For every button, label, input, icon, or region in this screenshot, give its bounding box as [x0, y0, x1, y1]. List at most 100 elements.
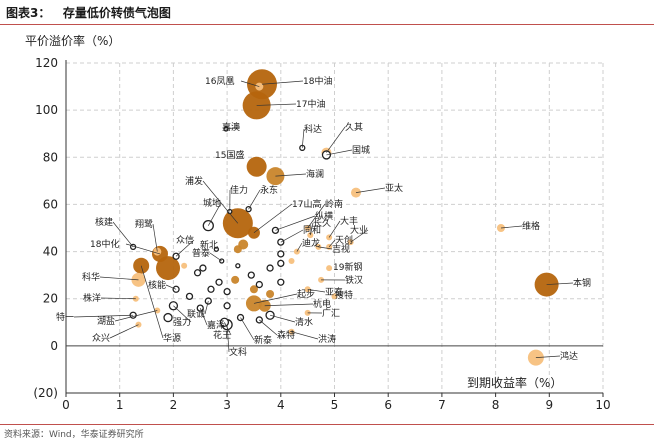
bubble-label: 本钢 — [573, 277, 591, 289]
bubble-label: 新泰 — [254, 334, 272, 346]
bubble-point — [267, 265, 273, 271]
bubble-label: 众信 — [176, 234, 194, 246]
y-tick-label: 0 — [50, 339, 58, 353]
bubble-label: 科达 — [304, 123, 322, 135]
bubble-label: 起步 — [297, 289, 315, 300]
source-note: 资料来源：Wind，华泰证券研究所 — [4, 427, 144, 440]
bubble-label: 大业 — [350, 224, 368, 236]
bubble-point — [278, 279, 284, 285]
bubble-label: 特一 — [56, 311, 74, 323]
y-tick-label: 100 — [35, 103, 58, 117]
bubble-point — [224, 303, 230, 309]
leader-line — [265, 304, 313, 306]
leader-line — [101, 298, 136, 299]
y-tick-label: 40 — [43, 245, 58, 259]
bubble-point — [181, 263, 187, 269]
y-axis-label: 平价溢价率（%） — [25, 33, 120, 48]
bubble-label: 久其 — [345, 121, 363, 133]
leader-line — [259, 320, 277, 335]
x-tick-label: 9 — [545, 398, 553, 412]
x-tick-label: 1 — [116, 398, 124, 412]
bubble-label: 浦发 — [185, 175, 203, 187]
bubble-point — [278, 260, 284, 266]
bubble-label: 17山高 — [292, 198, 321, 210]
leader-line — [210, 253, 222, 261]
x-tick-label: 8 — [492, 398, 500, 412]
x-tick-label: 5 — [331, 398, 339, 412]
bubble-point — [187, 293, 193, 299]
leader-line — [281, 230, 303, 242]
bubble-label: 核能 — [148, 279, 166, 291]
bubble-point — [234, 245, 242, 253]
bubble-label: 花王 — [213, 329, 231, 341]
bubble-label: 洪涛 — [318, 333, 336, 345]
bubble-label: 森特 — [277, 329, 295, 341]
bubble-point — [266, 290, 274, 298]
bubble-point — [247, 157, 267, 177]
bubble-label: 国城 — [352, 145, 370, 156]
bubble-label: 岭南 — [325, 198, 343, 210]
x-tick-label: 4 — [277, 398, 285, 412]
leader-line — [249, 190, 260, 209]
bubble-label: 株洋 — [83, 292, 101, 304]
bubble-label: 永东 — [260, 184, 278, 196]
bubble-label: 强力 — [173, 316, 191, 328]
x-tick-label: 10 — [595, 398, 610, 412]
bubble-point — [248, 272, 254, 278]
bubble-label: 核建 — [95, 216, 113, 228]
bubble-point — [278, 251, 284, 257]
bubble-label: 翔鹭 — [135, 218, 153, 230]
y-tick-label: 120 — [35, 56, 58, 70]
bubble-label: 18中油 — [303, 75, 332, 87]
bubble-label: 鸿达 — [560, 350, 578, 362]
bubble-label: 嘉澳 — [222, 121, 240, 133]
bubble-point — [326, 265, 332, 271]
bubble-label: 嘉泽 — [207, 319, 225, 331]
y-tick-label: 80 — [43, 150, 58, 164]
bubble-label: 亚泰 — [325, 286, 343, 298]
bubble-label: 铁汉 — [345, 274, 363, 286]
bubble-point — [200, 265, 206, 271]
bubble-label: 亚太 — [385, 182, 403, 194]
bubble-label: 普泰 — [192, 247, 210, 259]
x-tick-label: 6 — [384, 398, 392, 412]
bubble-label: 文科 — [229, 346, 247, 358]
y-tick-label: 60 — [43, 197, 58, 211]
bubble-point — [216, 279, 222, 285]
leader-line — [270, 315, 295, 322]
x-tick-label: 7 — [438, 398, 446, 412]
bubble-label: 16凤凰 — [205, 76, 234, 87]
bubble-point — [208, 286, 214, 292]
y-tick-label: (20) — [33, 386, 58, 400]
bubble-label: 迪龙 — [302, 237, 320, 249]
bubble-label: 清水 — [295, 316, 313, 328]
bubble-point — [236, 264, 240, 268]
bubble-label: 18中化 — [90, 238, 119, 250]
bubble-label: 吉视 — [332, 243, 350, 255]
bubble-point — [231, 276, 239, 284]
x-tick-label: 3 — [223, 398, 231, 412]
bubble-point — [256, 282, 262, 288]
bubble-point — [289, 258, 295, 264]
bubble-label: 城地 — [203, 197, 221, 209]
leader-line — [153, 224, 157, 252]
bubble-label: 佳力 — [230, 184, 248, 196]
bubble-label: 湖盐 — [97, 315, 115, 327]
bubble-label: 17中油 — [296, 98, 325, 110]
leader-line — [292, 332, 318, 339]
x-axis-label: 到期收益率（%） — [467, 375, 562, 390]
bubble-label: 众兴 — [92, 333, 110, 344]
bubble-label: 同和 — [303, 225, 321, 236]
bubble-label: 维格 — [522, 220, 540, 232]
bubble-point — [164, 314, 172, 322]
bubble-label: 华源 — [163, 332, 181, 344]
bottom-divider — [0, 424, 654, 425]
leader-line — [241, 318, 254, 340]
x-tick-label: 0 — [62, 398, 70, 412]
bubble-label: 15国盛 — [215, 149, 244, 161]
y-tick-label: 20 — [43, 292, 58, 306]
leader-line — [326, 127, 345, 153]
bubble-label: 广汇 — [322, 307, 340, 319]
